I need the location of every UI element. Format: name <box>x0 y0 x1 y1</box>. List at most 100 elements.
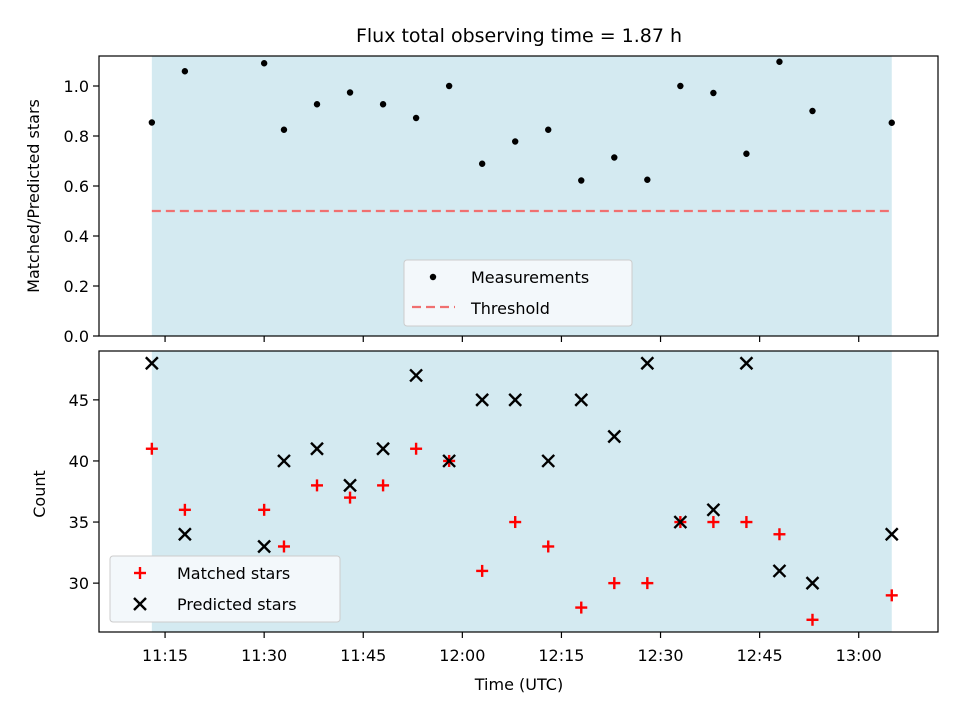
x-tick-label: 11:45 <box>340 646 386 665</box>
matched-star-point <box>377 479 390 492</box>
measurement-point <box>888 119 895 126</box>
matched-star-point <box>476 564 489 577</box>
measurement-point <box>611 154 618 161</box>
top-panel: 0.0 0.2 0.4 0.6 0.8 1.0 Matched/Predicted sta… <box>24 55 939 346</box>
top-y-ticks: 0.0 0.2 0.4 0.6 0.8 1.0 <box>64 77 99 346</box>
measurement-point <box>280 126 288 133</box>
bottom-axes-frame <box>98 350 939 633</box>
predicted-star-point <box>508 393 523 407</box>
measurement-point <box>313 101 321 108</box>
top-axes-frame <box>98 55 939 337</box>
y-tick-label: 35 <box>69 513 89 532</box>
legend-matched-plus <box>134 567 146 579</box>
bottom-y-axis-title: Count <box>30 470 49 518</box>
predicted-star-point <box>607 429 622 444</box>
y-tick-label: 45 <box>69 391 89 410</box>
measurement-point <box>478 160 486 167</box>
measurement-point <box>445 82 453 90</box>
x-tick-label: 12:00 <box>439 646 485 665</box>
predicted-star-point <box>409 368 423 383</box>
matched-star-point <box>608 577 621 590</box>
legend-matched-marker <box>134 567 146 579</box>
matched-star-point <box>145 442 158 455</box>
predicted-star-point <box>442 454 456 468</box>
measurement-point <box>379 101 387 108</box>
x-tick-label: 12:45 <box>737 646 783 665</box>
y-tick-label: 0.2 <box>64 277 89 296</box>
predicted-star-point <box>884 527 899 542</box>
predicted-star-point <box>310 441 324 456</box>
bottom-y-ticks: 30 35 40 45 <box>69 391 99 593</box>
measurement-point <box>148 119 156 126</box>
bottom-legend: Matched stars Predicted stars <box>109 555 341 623</box>
predicted-star-point <box>541 454 556 468</box>
measurement-point <box>412 114 420 122</box>
predicted-star-point <box>178 527 192 542</box>
predicted-star-point <box>640 356 655 371</box>
matched-star-point <box>575 601 588 614</box>
measurement-points <box>148 58 895 184</box>
y-tick-label: 0.0 <box>64 327 89 346</box>
matched-star-point <box>542 540 555 553</box>
top-legend-box <box>403 259 633 327</box>
x-tick-label: 13:00 <box>836 646 882 665</box>
legend-matched-label: Matched stars <box>177 564 290 583</box>
measurement-point <box>511 138 519 145</box>
legend-measurements-marker <box>429 273 437 281</box>
y-tick-label: 30 <box>69 574 89 593</box>
measurement-point <box>710 89 717 97</box>
measurement-point <box>776 58 783 65</box>
matched-star-point <box>277 540 290 553</box>
y-tick-label: 1.0 <box>64 77 89 96</box>
x-axis-title: Time (UTC) <box>474 675 563 694</box>
predicted-star-point <box>706 502 721 517</box>
predicted-star-point <box>574 393 589 407</box>
legend-measurements-label: Measurements <box>471 268 589 287</box>
chart-title: Flux total observing time = 1.87 h <box>356 25 682 47</box>
predicted-star-point <box>277 454 291 468</box>
matched-star-point <box>773 528 786 541</box>
matched-star-point <box>311 479 324 492</box>
predicted-star-point <box>376 441 390 456</box>
predicted-star-point <box>739 356 754 371</box>
legend-threshold-label: Threshold <box>470 299 550 318</box>
y-tick-label: 0.8 <box>64 127 89 146</box>
measurement-point <box>644 176 651 183</box>
predicted-star-point <box>673 515 688 529</box>
measurement-point <box>677 82 684 90</box>
legend-predicted-cross <box>133 597 147 611</box>
predicted-star-point <box>772 564 787 578</box>
bottom-x-ticks: 11:15 11:30 11:45 12:00 12:15 12:30 12:45 13:00 <box>142 632 882 665</box>
measurement-point <box>578 177 585 184</box>
matched-star-point <box>707 516 720 529</box>
measurement-point <box>545 126 552 133</box>
predicted-star-point <box>145 356 159 371</box>
x-tick-label: 11:15 <box>142 646 188 665</box>
predicted-star-points <box>145 356 899 590</box>
x-tick-label: 12:30 <box>637 646 683 665</box>
matched-star-point <box>344 491 357 504</box>
predicted-star-point <box>805 576 820 590</box>
top-x-ticks <box>164 336 860 342</box>
predicted-star-point <box>475 393 490 407</box>
matched-star-point <box>641 577 654 590</box>
measurement-point <box>743 150 750 157</box>
matched-star-points <box>145 442 898 626</box>
matched-star-point <box>806 613 819 626</box>
matched-star-point <box>509 516 522 529</box>
matched-star-point <box>410 442 423 455</box>
y-tick-label: 40 <box>69 452 89 471</box>
predicted-star-point <box>257 539 272 554</box>
top-y-axis-title: Matched/Predicted stars <box>24 99 43 293</box>
matched-star-point <box>258 503 271 516</box>
y-tick-label: 0.4 <box>64 227 89 246</box>
x-tick-label: 12:15 <box>538 646 584 665</box>
legend-predicted-marker <box>133 597 147 611</box>
bottom-legend-box <box>109 555 341 623</box>
predicted-star-point <box>343 478 357 493</box>
measurement-point <box>181 68 189 75</box>
top-legend: Measurements Threshold <box>403 259 633 327</box>
x-tick-label: 11:30 <box>241 646 287 665</box>
